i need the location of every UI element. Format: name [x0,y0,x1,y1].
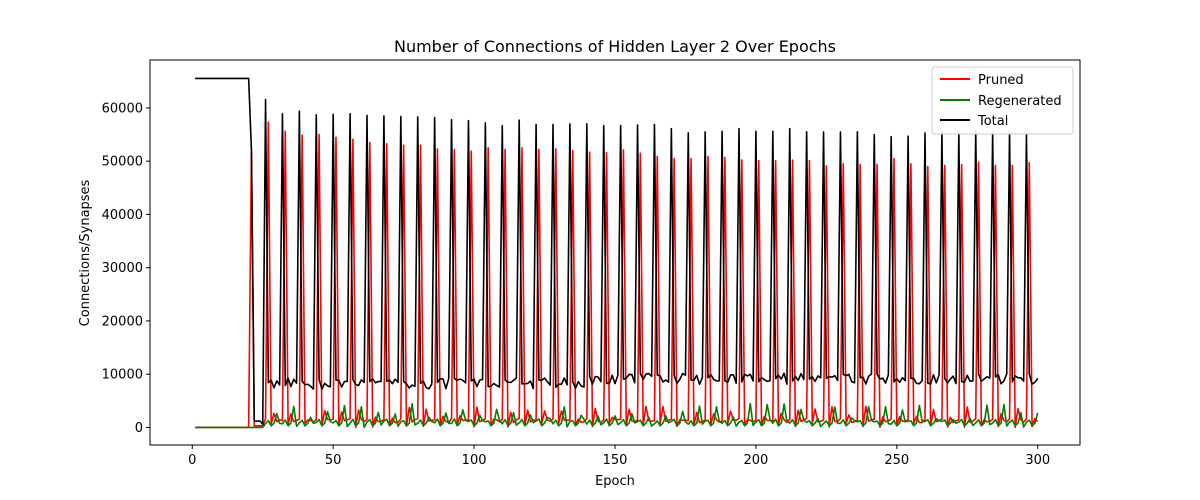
x-tick-label: 250 [884,453,909,468]
x-axis: 0 50 100 150 200 250 300 [188,445,1050,468]
series-regenerated-line [195,402,1039,429]
legend-regenerated-label: Regenerated [978,94,1062,109]
x-tick-label: 100 [462,453,487,468]
x-tick-label: 200 [743,453,768,468]
y-axis-label: Connections/Synapses [78,179,93,326]
y-axis: 0 10000 20000 30000 40000 50000 60000 [102,101,150,436]
legend: Pruned Regenerated Total [931,66,1074,135]
x-axis-label: Epoch [595,474,635,489]
x-tick-label: 300 [1025,453,1050,468]
chart-title: Number of Connections of Hidden Layer 2 … [394,37,836,56]
x-tick-label: 0 [188,453,196,468]
legend-total-label: Total [977,114,1008,129]
legend-pruned-label: Pruned [978,73,1024,88]
y-tick-label: 40000 [102,208,143,223]
y-tick-label: 10000 [102,368,143,383]
y-tick-label: 30000 [102,261,143,276]
series-total-line [195,77,1039,426]
legend-box [931,66,1074,135]
series-layer [195,77,1039,429]
y-tick-label: 50000 [102,155,143,170]
y-tick-label: 0 [135,421,143,436]
x-tick-label: 150 [603,453,628,468]
y-tick-label: 20000 [102,314,143,329]
y-tick-label: 60000 [102,101,143,116]
x-tick-label: 50 [325,453,342,468]
